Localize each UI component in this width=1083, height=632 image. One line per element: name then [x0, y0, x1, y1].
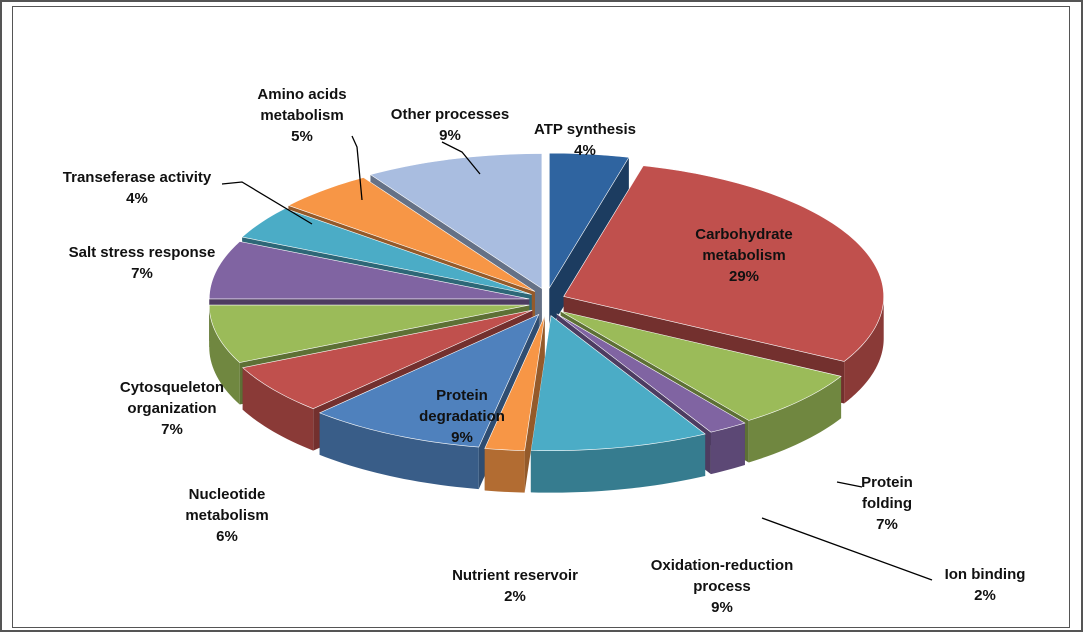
percent-label: 7%	[876, 516, 898, 533]
slice	[287, 177, 536, 292]
slice	[560, 310, 842, 421]
percent-label: 5%	[291, 128, 313, 145]
category-name: Nutrient reservoir	[452, 567, 578, 584]
category-name: Ion binding	[944, 566, 1026, 583]
percent-label: 4%	[574, 142, 596, 159]
category-name: Other processes	[390, 106, 510, 123]
category-name: Salt stress response	[68, 244, 216, 261]
slice-rim	[530, 433, 706, 493]
percent-label: 6%	[216, 528, 238, 545]
slice-label: ATP synthesis 4%	[485, 119, 685, 161]
leader-line	[351, 135, 363, 201]
leader-line	[761, 517, 933, 581]
leader-line	[836, 481, 863, 488]
slice-rim	[748, 376, 842, 463]
slice-label: Transeferase activity 4%	[27, 167, 247, 209]
slice-label: Amino acids metabolism 5%	[237, 84, 367, 147]
slice-label: Ion binding 2%	[925, 564, 1045, 606]
leader-line	[221, 181, 313, 225]
slice	[242, 309, 533, 409]
slice-label: Salt stress response 7%	[32, 242, 252, 284]
category-name: Amino acids metabolism	[257, 86, 347, 124]
slice-rim	[319, 412, 479, 490]
percent-label: 29%	[728, 268, 760, 285]
chart-area	[12, 6, 1070, 628]
slice-rim	[710, 423, 745, 475]
category-name: Oxidation-reduction process	[650, 557, 794, 595]
slice	[241, 208, 532, 295]
percent-label: 7%	[161, 421, 183, 438]
slice-label: Other processes 9%	[370, 104, 530, 146]
category-name: Protein degradation	[419, 387, 505, 425]
percent-label: 7%	[131, 265, 153, 282]
slice	[548, 152, 630, 290]
slice-label: Carbohydrate metabolism 29%	[669, 224, 819, 287]
category-name: Protein folding	[861, 474, 913, 512]
slice-label: Nutrient reservoir 2%	[415, 565, 615, 607]
slice	[484, 315, 546, 451]
category-name: Carbohydrate metabolism	[695, 226, 793, 264]
percent-label: 4%	[126, 190, 148, 207]
percent-label: 9%	[451, 429, 473, 446]
slice-label: Protein degradation 9%	[407, 385, 517, 448]
percent-label: 9%	[439, 127, 461, 144]
category-name: Nucleotide metabolism	[185, 486, 269, 524]
slice	[530, 315, 706, 451]
slice	[208, 241, 530, 300]
leader-line	[441, 141, 481, 175]
slice-rim	[844, 296, 884, 404]
slice-label: Protein folding 7%	[847, 472, 927, 535]
slice	[556, 313, 746, 433]
percent-label: 2%	[504, 588, 526, 605]
slice	[208, 304, 530, 363]
slice	[318, 313, 540, 448]
slice-label: Nucleotide metabolism 6%	[172, 484, 282, 547]
category-name: ATP synthesis	[534, 121, 636, 138]
slice-label: Oxidation-reduction process 9%	[635, 555, 810, 618]
slice-rim	[209, 305, 240, 405]
slice-label: Cytosqueleton organization 7%	[107, 377, 237, 440]
percent-label: 2%	[974, 587, 996, 604]
category-name: Transeferase activity	[62, 169, 212, 186]
slice	[369, 153, 543, 290]
category-name: Cytosqueleton organization	[119, 379, 225, 417]
percent-label: 9%	[711, 599, 733, 616]
slice	[563, 165, 885, 362]
slice-rim	[484, 448, 525, 493]
slice-rim	[242, 367, 314, 451]
